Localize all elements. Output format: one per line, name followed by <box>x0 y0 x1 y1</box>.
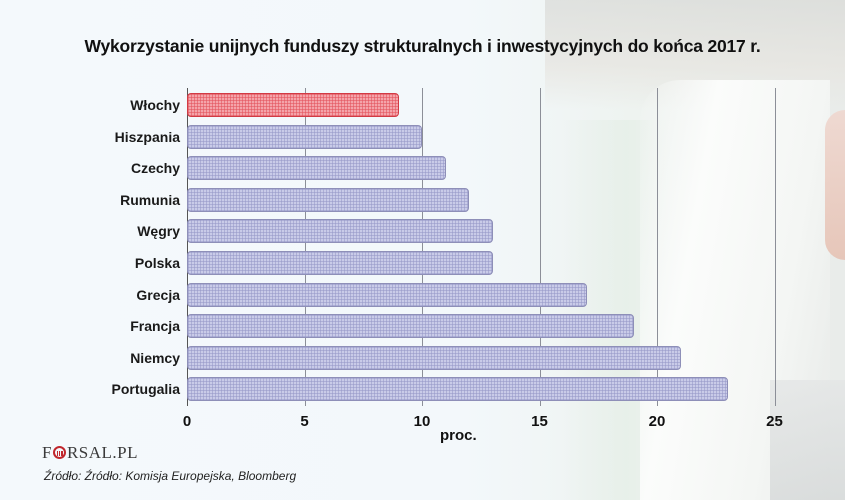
category-label: Rumunia <box>120 191 180 208</box>
gridline-20 <box>657 88 658 406</box>
category-label: Niemcy <box>130 349 180 366</box>
x-tick-label: 15 <box>531 413 548 430</box>
source-note: Źródło: Źródło: Komisja Europejska, Bloo… <box>44 469 297 483</box>
category-label: Czechy <box>130 160 180 177</box>
category-label: Polska <box>134 255 180 271</box>
bar-polska <box>187 251 493 275</box>
bar-hiszpania <box>187 124 422 149</box>
x-tick-label: 20 <box>648 413 666 430</box>
logo-text-start: F <box>42 443 52 462</box>
background-flag-red <box>825 110 845 260</box>
x-tick-label: 5 <box>300 413 309 430</box>
chart-title: Wykorzystanie unijnych funduszy struktur… <box>84 36 761 56</box>
gridline-0 <box>187 88 188 406</box>
gridline-15 <box>539 88 541 406</box>
bar-węgry <box>187 219 493 244</box>
bar-grecja <box>187 282 587 307</box>
bar-włochy <box>187 93 399 117</box>
x-tick-label: 10 <box>413 413 431 430</box>
background-machine <box>770 380 845 500</box>
bar-francja <box>187 314 634 339</box>
gridline-5 <box>304 88 306 406</box>
category-label: Włochy <box>130 97 180 113</box>
bar-rumunia <box>187 187 469 212</box>
bar-czechy <box>187 156 446 181</box>
x-tick-label: 0 <box>182 413 192 430</box>
gridline-25 <box>774 88 776 406</box>
category-label: Francja <box>130 318 180 335</box>
category-label: Hiszpania <box>114 128 180 145</box>
plot-area <box>187 88 787 406</box>
category-label: Grecja <box>136 286 180 303</box>
category-label: Portugalia <box>111 381 180 398</box>
gridline-10 <box>422 88 423 406</box>
x-axis-label: proc. <box>440 427 477 444</box>
category-label: Węgry <box>137 223 180 240</box>
logo-text-end: RSAL.PL <box>66 443 139 462</box>
bar-portugalia <box>187 377 728 402</box>
forsal-logo: F RSAL.PL <box>42 443 138 463</box>
x-tick-label: 25 <box>766 413 783 430</box>
bar-niemcy <box>187 345 681 370</box>
logo-chart-icon <box>52 446 66 459</box>
